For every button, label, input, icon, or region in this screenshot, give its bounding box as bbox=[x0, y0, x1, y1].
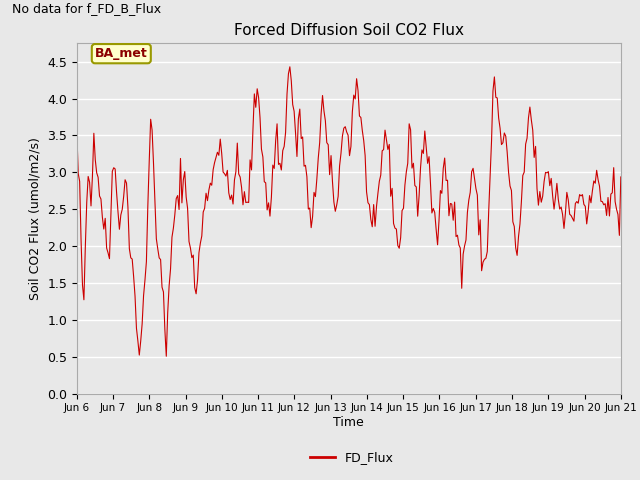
Text: BA_met: BA_met bbox=[95, 47, 148, 60]
Text: No data for f_FD_B_Flux: No data for f_FD_B_Flux bbox=[12, 2, 161, 15]
Y-axis label: Soil CO2 Flux (umol/m2/s): Soil CO2 Flux (umol/m2/s) bbox=[29, 137, 42, 300]
Title: Forced Diffusion Soil CO2 Flux: Forced Diffusion Soil CO2 Flux bbox=[234, 23, 464, 38]
X-axis label: Time: Time bbox=[333, 416, 364, 429]
Legend: FD_Flux: FD_Flux bbox=[305, 446, 399, 469]
